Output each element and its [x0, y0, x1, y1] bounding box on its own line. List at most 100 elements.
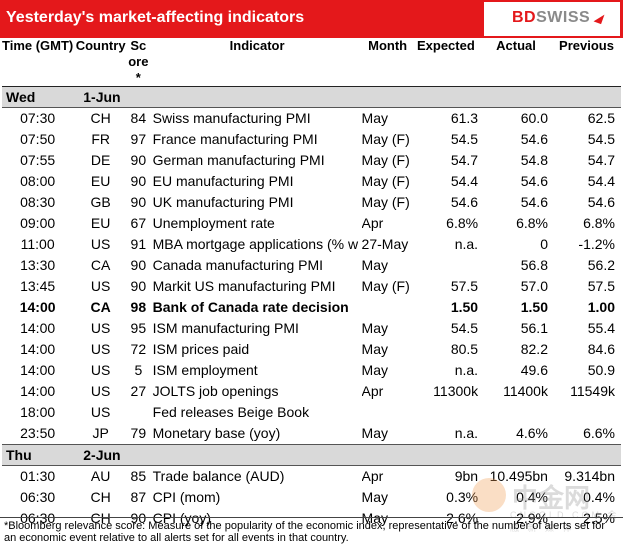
cell-actual: 4.6%	[516, 425, 548, 441]
table-row: 01:30 AU 85 Trade balance (AUD) Apr 9bn 10.495…	[2, 466, 621, 488]
cell-previous: 9.314bn	[564, 468, 615, 484]
watermark-logo-icon	[472, 478, 506, 512]
table-body: Wed 1-Jun 07:30 CH 84 Swiss manufacturing PMI…	[2, 86, 621, 530]
cell-indicator: Swiss manufacturing PMI	[152, 110, 311, 126]
cell-score: 90	[130, 510, 147, 526]
cell-time: 07:50	[20, 131, 56, 147]
cell-score: 95	[130, 320, 147, 336]
cell-indicator: UK manufacturing PMI	[152, 194, 294, 210]
table-row: 06:30 CH 90 CPI (yoy) May 2.6% 2.9% 2.5%	[2, 508, 621, 529]
cell-time: 14:00	[20, 383, 56, 399]
cell-country: CH	[90, 489, 111, 505]
cell-expected	[414, 402, 484, 423]
cell-time: 14:00	[20, 341, 56, 357]
cell-time: 06:30	[20, 489, 56, 505]
day-of-week: Thu	[2, 444, 74, 466]
cell-expected: n.a.	[454, 362, 479, 378]
cell-time: 18:00	[20, 404, 56, 420]
cell-country: US	[90, 404, 111, 420]
cell-time: 13:45	[20, 278, 56, 294]
cell-month: May	[361, 425, 388, 441]
cell-month: May	[361, 320, 388, 336]
cell-indicator: CPI (mom)	[152, 489, 221, 505]
footnote: *Bloomberg relevance score: Measure of t…	[4, 520, 606, 544]
cell-country: JP	[92, 425, 109, 441]
cell-month: May (F)	[361, 278, 410, 294]
cell-country: EU	[90, 215, 111, 231]
table-row: 13:45 US 90 Markit US manufacturing PMI May …	[2, 276, 621, 297]
cell-country: CH	[90, 510, 111, 526]
cell-expected: 54.5	[450, 320, 479, 336]
cell-country: EU	[90, 173, 111, 189]
cell-expected: 54.4	[450, 173, 479, 189]
cell-actual: 10.495bn	[489, 468, 548, 484]
cell-score: 67	[130, 215, 147, 231]
cell-previous: 57.5	[587, 278, 615, 294]
watermark-text: 中金网	[512, 484, 591, 514]
cell-score: 79	[130, 425, 147, 441]
table-row: 14:00 US 72 ISM prices paid May 80.5 82.2 84.6	[2, 339, 621, 360]
cell-score: 90	[130, 152, 147, 168]
cell-indicator: JOLTS job openings	[152, 383, 279, 399]
cell-previous: 6.6%	[583, 425, 615, 441]
cell-time: 13:30	[20, 257, 56, 273]
cell-previous: 84.6	[587, 341, 615, 357]
title-bar: Yesterday's market-affecting indicators …	[0, 0, 623, 38]
logo-text: BDSWISS	[512, 9, 590, 27]
cell-indicator: Markit US manufacturing PMI	[152, 278, 336, 294]
cell-month: May	[361, 510, 388, 526]
day-header-fill	[148, 444, 621, 466]
cell-country: CH	[90, 110, 111, 126]
table-row: 18:00 US Fed releases Beige Book	[2, 402, 621, 423]
cell-score: 27	[130, 383, 147, 399]
cell-previous: 50.9	[587, 362, 615, 378]
table-row: 09:00 EU 67 Unemployment rate Apr 6.8% 6.8% 6.8…	[2, 213, 621, 234]
cell-country: US	[90, 362, 111, 378]
cell-indicator: Canada manufacturing PMI	[152, 257, 324, 273]
cell-month: May (F)	[361, 173, 410, 189]
cell-time: 14:00	[20, 320, 56, 336]
cell-indicator: ISM prices paid	[152, 341, 250, 357]
cell-time: 23:50	[20, 425, 56, 441]
cell-score: 87	[130, 489, 147, 505]
cell-indicator: EU manufacturing PMI	[152, 173, 294, 189]
cell-expected: 9bn	[454, 468, 479, 484]
cell-score: 91	[130, 236, 147, 252]
logo-bd: BD	[512, 9, 537, 26]
table-row: 23:50 JP 79 Monetary base (yoy) May n.a. 4.6% 6…	[2, 423, 621, 445]
cell-actual: 54.6	[520, 131, 548, 147]
cell-time: 01:30	[20, 468, 56, 484]
cell-month	[362, 402, 414, 423]
cell-time: 09:00	[20, 215, 56, 231]
cell-country: US	[90, 278, 111, 294]
cell-indicator: German manufacturing PMI	[152, 152, 325, 168]
cell-month: Apr	[361, 468, 384, 484]
cell-previous	[558, 402, 621, 423]
brand-logo: BDSWISS	[484, 2, 620, 36]
table-row: 14:00 US 5 ISM employment May n.a. 49.6 50.9	[2, 360, 621, 381]
cell-actual: 2.9%	[516, 510, 548, 526]
cell-month: May	[361, 257, 388, 273]
cell-indicator: CPI (yoy)	[152, 510, 211, 526]
cell-country: CA	[90, 299, 111, 315]
day-header-row: Wed 1-Jun	[2, 86, 621, 108]
cell-month: May	[361, 489, 388, 505]
cell-score: 90	[130, 257, 147, 273]
cell-time: 07:55	[20, 152, 56, 168]
cell-previous: 0.4%	[583, 489, 615, 505]
cell-previous: 54.5	[587, 131, 615, 147]
cell-indicator: Trade balance (AUD)	[152, 468, 285, 484]
cell-time: 11:00	[20, 236, 55, 252]
cell-actual: 54.8	[520, 152, 548, 168]
table-row: 13:30 CA 90 Canada manufacturing PMI May 56.8…	[2, 255, 621, 276]
cell-actual	[484, 402, 558, 423]
cell-country: CA	[90, 257, 111, 273]
cell-expected: 54.5	[450, 131, 479, 147]
cell-expected: 80.5	[450, 341, 479, 357]
col-expected-header: Expected	[413, 38, 485, 87]
cell-previous: 54.7	[587, 152, 615, 168]
cell-previous: 55.4	[587, 320, 615, 336]
cell-score: 90	[130, 278, 147, 294]
watermark-subtext: CNGOLD.COM 金 融 新 媒 体	[510, 510, 620, 533]
